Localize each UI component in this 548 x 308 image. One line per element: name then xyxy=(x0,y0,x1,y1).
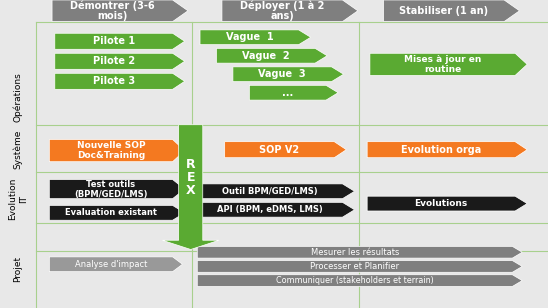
Text: API (BPM, eDMS, LMS): API (BPM, eDMS, LMS) xyxy=(217,205,323,214)
Text: Démontrer (3-6
mois): Démontrer (3-6 mois) xyxy=(70,0,155,22)
Text: Pilote 3: Pilote 3 xyxy=(93,76,135,86)
Polygon shape xyxy=(197,261,522,272)
Polygon shape xyxy=(55,73,185,89)
Polygon shape xyxy=(197,202,355,217)
Text: Evolution
IT: Evolution IT xyxy=(8,177,28,220)
Text: Mesurer les résultats: Mesurer les résultats xyxy=(311,248,399,257)
Text: Vague  1: Vague 1 xyxy=(226,32,273,42)
Polygon shape xyxy=(197,184,355,199)
Text: Projet: Projet xyxy=(14,256,22,282)
Text: Evolution orga: Evolution orga xyxy=(401,145,481,155)
Polygon shape xyxy=(200,30,311,45)
Polygon shape xyxy=(225,142,346,158)
Text: Stabiliser (1 an): Stabiliser (1 an) xyxy=(399,6,488,16)
Text: Processer et Planifier: Processer et Planifier xyxy=(310,262,399,271)
Polygon shape xyxy=(197,275,522,286)
Text: Evolutions: Evolutions xyxy=(414,199,468,208)
Text: SOP V2: SOP V2 xyxy=(259,145,300,155)
Polygon shape xyxy=(222,0,358,22)
Polygon shape xyxy=(370,53,527,75)
Text: Nouvelle SOP
Doc&Training: Nouvelle SOP Doc&Training xyxy=(77,141,145,160)
Polygon shape xyxy=(162,125,219,249)
Polygon shape xyxy=(249,85,338,100)
Polygon shape xyxy=(55,33,185,49)
Text: Système: Système xyxy=(13,130,23,169)
Text: Outil BPM/GED/LMS): Outil BPM/GED/LMS) xyxy=(222,187,318,196)
Polygon shape xyxy=(384,0,520,22)
Text: Mises à jour en
routine: Mises à jour en routine xyxy=(404,55,481,74)
Text: Vague  2: Vague 2 xyxy=(242,51,289,61)
Text: R
E
X: R E X xyxy=(186,158,196,197)
Text: Déployer (1 à 2
ans): Déployer (1 à 2 ans) xyxy=(240,0,324,22)
Polygon shape xyxy=(49,180,185,199)
Polygon shape xyxy=(52,0,188,22)
Polygon shape xyxy=(367,196,527,211)
Polygon shape xyxy=(49,140,185,162)
Polygon shape xyxy=(233,67,344,82)
Polygon shape xyxy=(49,205,185,220)
Polygon shape xyxy=(367,142,527,158)
Text: Pilote 2: Pilote 2 xyxy=(93,56,135,66)
Text: Evaluation existant: Evaluation existant xyxy=(65,208,157,217)
Text: Analyse d'impact: Analyse d'impact xyxy=(75,260,147,269)
Polygon shape xyxy=(197,246,522,258)
Text: Pilote 1: Pilote 1 xyxy=(93,36,135,46)
Text: Opérations: Opérations xyxy=(13,72,23,122)
Text: Test outils
(BPM/GED/LMS): Test outils (BPM/GED/LMS) xyxy=(74,180,148,199)
Polygon shape xyxy=(216,48,327,63)
Text: Vague  3: Vague 3 xyxy=(259,69,306,79)
Polygon shape xyxy=(49,257,182,272)
Text: Communiquer (stakeholders et terrain): Communiquer (stakeholders et terrain) xyxy=(276,276,433,285)
Polygon shape xyxy=(55,53,185,69)
Text: ...: ... xyxy=(282,88,293,98)
